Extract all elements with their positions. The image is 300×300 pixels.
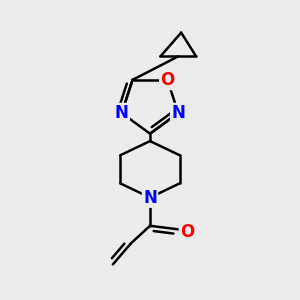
Text: N: N (115, 104, 129, 122)
Text: N: N (143, 189, 157, 207)
Text: N: N (171, 104, 185, 122)
Text: O: O (160, 71, 175, 89)
Text: O: O (180, 223, 194, 241)
